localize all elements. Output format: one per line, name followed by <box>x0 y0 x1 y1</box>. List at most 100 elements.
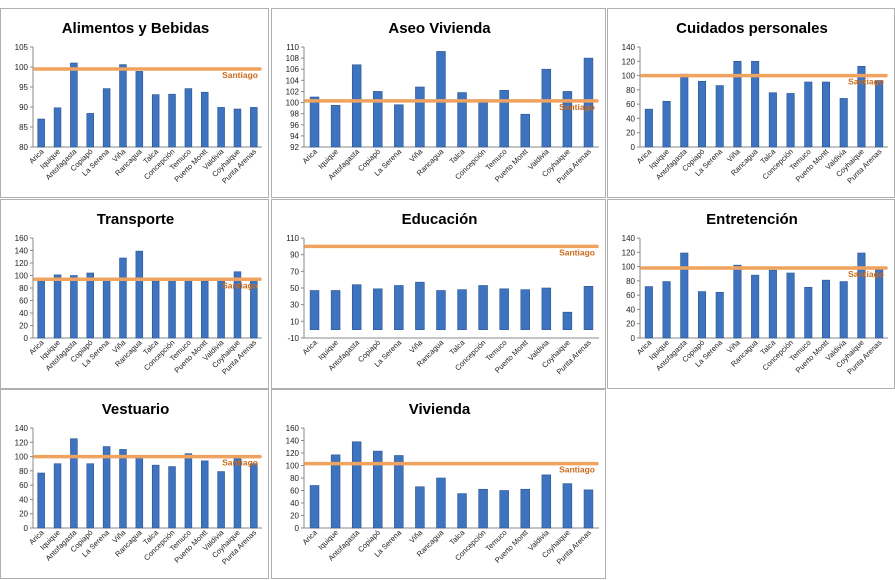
bar-punta-arenas <box>875 269 884 339</box>
y-tick-label: 100 <box>286 99 300 108</box>
y-tick-label: 20 <box>626 129 635 138</box>
bar-vina <box>415 281 425 330</box>
bar-antofagasta <box>351 441 362 529</box>
category-label: Viña <box>407 337 424 354</box>
bar-copiapo <box>86 272 94 339</box>
y-tick-label: 110 <box>286 234 299 243</box>
bar-antofagasta <box>70 62 78 148</box>
bar-concepcion <box>478 488 488 529</box>
y-tick-label: 100 <box>15 272 29 281</box>
bar-iquique <box>330 105 341 148</box>
bar-valdivia <box>541 474 552 529</box>
bar-iquique <box>662 281 671 339</box>
bar-iquique <box>662 100 671 148</box>
y-tick-label: 120 <box>286 449 300 458</box>
y-tick-label: 0 <box>295 524 300 533</box>
y-tick-label: 100 <box>286 462 300 471</box>
y-tick-label: 96 <box>290 121 299 130</box>
chart-cuidados: Cuidados personales020406080100120140Ari… <box>622 20 888 185</box>
y-tick-label: -10 <box>287 334 299 343</box>
chart-title: Vestuario <box>102 401 170 418</box>
y-tick-label: 60 <box>19 481 28 490</box>
chart-educacion: Educación-101030507090110AricaIquiqueAnt… <box>286 211 599 376</box>
category-label: Viña <box>407 146 424 163</box>
y-tick-label: 10 <box>290 317 299 326</box>
y-tick-label: 30 <box>290 301 299 310</box>
y-tick-label: 160 <box>15 234 29 243</box>
bar-coyhaique <box>562 311 573 330</box>
y-tick-label: 80 <box>19 284 28 293</box>
y-tick-label: 110 <box>286 43 299 52</box>
bar-arica <box>37 472 45 529</box>
bar-antofagasta <box>351 284 362 330</box>
chart-panel-transporte: Transporte 0 20 40 60 80 100 120 140 160 Arica Iqui… <box>0 199 269 389</box>
y-tick-label: 40 <box>19 309 28 318</box>
y-tick-label: 92 <box>290 143 299 152</box>
bar-puerto-montt <box>201 91 209 148</box>
y-tick-label: 100 <box>15 63 29 72</box>
y-tick-label: 100 <box>15 453 29 462</box>
bar-concepcion <box>786 93 795 148</box>
y-tick-label: 20 <box>290 512 299 521</box>
bar-temuco <box>184 88 193 148</box>
bar-iquique <box>330 290 341 330</box>
santiago-reference-label: Santiago <box>848 77 884 87</box>
bar-antofagasta <box>351 64 362 148</box>
bar-arica <box>644 286 653 339</box>
bar-antofagasta <box>70 275 78 339</box>
y-tick-label: 40 <box>19 495 28 504</box>
bar-la-serena <box>394 455 404 529</box>
y-tick-label: 60 <box>626 100 635 109</box>
y-tick-label: 0 <box>24 334 29 343</box>
chart-title: Vivienda <box>409 401 471 418</box>
bar-copiapo <box>373 91 383 148</box>
bar-puerto-montt <box>821 81 831 148</box>
y-tick-label: 50 <box>290 284 299 293</box>
bar-antofagasta <box>680 73 689 148</box>
y-tick-label: 0 <box>24 524 29 533</box>
bar-temuco <box>804 286 813 339</box>
y-tick-label: 80 <box>19 467 28 476</box>
chart-panel-entretencion: Entretención 0 20 40 60 80 100 120 140 Arica Iquiq… <box>607 199 895 389</box>
y-tick-label: 80 <box>290 474 299 483</box>
bar-valdivia <box>217 471 225 529</box>
y-tick-label: 40 <box>626 114 635 123</box>
chart-title: Transporte <box>97 211 175 228</box>
bar-rancagua <box>436 477 446 529</box>
chart-alimentos: Alimentos y Bebidas80859095100105AricaIq… <box>15 20 262 185</box>
bar-vina <box>733 264 742 339</box>
y-tick-label: 70 <box>290 267 299 276</box>
y-tick-label: 60 <box>626 291 635 300</box>
bar-copiapo <box>697 291 707 339</box>
bar-rancagua <box>135 456 144 529</box>
bar-temuco <box>499 90 509 148</box>
bar-temuco <box>184 453 193 529</box>
bar-talca <box>457 493 467 529</box>
bar-talca <box>151 464 160 529</box>
chart-title: Aseo Vivienda <box>388 20 491 37</box>
santiago-reference-label: Santiago <box>848 269 884 279</box>
y-tick-label: 90 <box>290 251 299 260</box>
chart-transporte: Transporte020406080100120140160AricaIqui… <box>15 211 262 376</box>
santiago-reference-label: Santiago <box>559 102 595 112</box>
bar-punta-arenas <box>583 489 594 529</box>
bar-iquique <box>53 463 62 529</box>
chart-title: Educación <box>402 211 478 228</box>
bar-talca <box>768 92 777 148</box>
bar-la-serena <box>715 85 724 148</box>
bar-puerto-montt <box>520 113 530 148</box>
chart-panel-educacion: Educación -10 10 30 50 70 90 110 Arica Iquique Ant… <box>271 199 606 389</box>
bar-antofagasta <box>70 438 78 529</box>
y-tick-label: 20 <box>626 320 635 329</box>
category-label: Viña <box>407 527 424 544</box>
bar-la-serena <box>715 291 724 339</box>
y-tick-label: 140 <box>286 437 300 446</box>
bar-arica <box>309 485 320 529</box>
bar-talca <box>768 269 777 339</box>
bar-vina <box>119 64 127 148</box>
bar-arica <box>37 118 45 148</box>
bar-vina <box>119 449 127 529</box>
bar-punta-arenas <box>583 286 594 330</box>
bar-talca <box>457 289 467 330</box>
bar-la-serena <box>102 279 111 339</box>
